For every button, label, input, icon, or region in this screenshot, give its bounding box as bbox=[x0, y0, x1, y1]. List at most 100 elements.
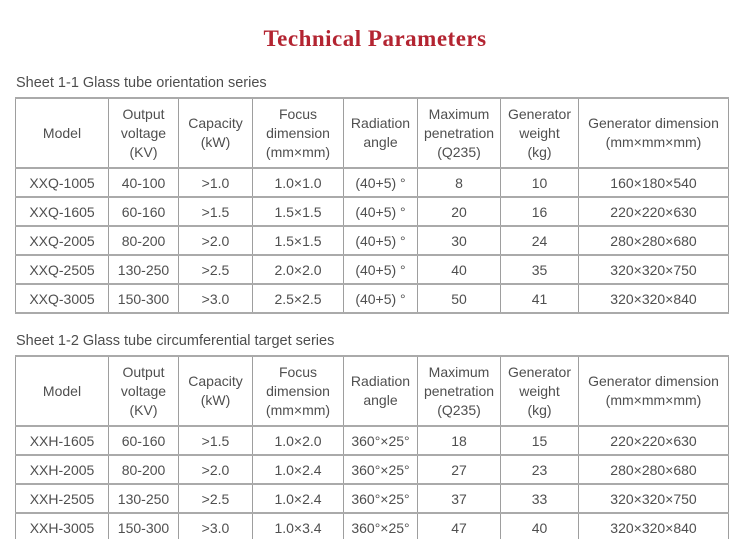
table-cell: 150-300 bbox=[108, 283, 179, 314]
table-cell: 80-200 bbox=[108, 225, 179, 256]
table-cell: 160×180×540 bbox=[578, 167, 729, 198]
table-cell: 1.0×3.4 bbox=[252, 512, 344, 539]
table-cell: 18 bbox=[417, 425, 501, 456]
table-cell: 2.5×2.5 bbox=[252, 283, 344, 314]
table-cell: >1.0 bbox=[178, 167, 253, 198]
column-header: Generator weight (kg) bbox=[500, 97, 579, 169]
table-cell: 220×220×630 bbox=[578, 425, 729, 456]
table-cell: 47 bbox=[417, 512, 501, 539]
column-header: Output voltage (KV) bbox=[108, 97, 179, 169]
table-cell: 320×320×750 bbox=[578, 483, 729, 514]
table-cell: (40+5) ° bbox=[343, 254, 418, 285]
table-cell: 40-100 bbox=[108, 167, 179, 198]
table-row: XXH-2505 130-250 >2.5 1.0×2.4 360°×25° 37 33 32… bbox=[15, 483, 729, 514]
table-cell: XXH-1605 bbox=[15, 425, 109, 456]
table-cell: 1.0×1.0 bbox=[252, 167, 344, 198]
table-row: XXQ-2505 130-250 >2.5 2.0×2.0 (40+5) ° 40 35 32… bbox=[15, 254, 729, 285]
table-cell: >2.0 bbox=[178, 225, 253, 256]
table-cell: 23 bbox=[500, 454, 579, 485]
column-header: Generator weight (kg) bbox=[500, 355, 579, 427]
column-header: Maximum penetration (Q235) bbox=[417, 97, 501, 169]
header-row: Model Output voltage (KV) Capacity (kW) Foc… bbox=[15, 97, 729, 169]
table-cell: 130-250 bbox=[108, 483, 179, 514]
table-cell: 8 bbox=[417, 167, 501, 198]
table-cell: 40 bbox=[417, 254, 501, 285]
table-cell: XXH-2505 bbox=[15, 483, 109, 514]
table-body: XXH-1605 60-160 >1.5 1.0×2.0 360°×25° 18 15 220… bbox=[15, 425, 729, 539]
table-cell: >2.0 bbox=[178, 454, 253, 485]
table-cell: XXQ-1605 bbox=[15, 196, 109, 227]
column-header: Capacity (kW) bbox=[178, 97, 253, 169]
column-header: Model bbox=[15, 97, 109, 169]
table-cell: 24 bbox=[500, 225, 579, 256]
table-cell: 150-300 bbox=[108, 512, 179, 539]
table-cell: 220×220×630 bbox=[578, 196, 729, 227]
column-header: Radiation angle bbox=[343, 355, 418, 427]
table-cell: XXQ-1005 bbox=[15, 167, 109, 198]
table-cell: XXH-3005 bbox=[15, 512, 109, 539]
table-cell: 360°×25° bbox=[343, 483, 418, 514]
table-cell: 30 bbox=[417, 225, 501, 256]
table-row: XXH-2005 80-200 >2.0 1.0×2.4 360°×25° 27 23 280… bbox=[15, 454, 729, 485]
table-cell: 80-200 bbox=[108, 454, 179, 485]
table-cell: 280×280×680 bbox=[578, 225, 729, 256]
table-cell: 15 bbox=[500, 425, 579, 456]
table-cell: >2.5 bbox=[178, 483, 253, 514]
table-row: XXQ-2005 80-200 >2.0 1.5×1.5 (40+5) ° 30 24 280… bbox=[15, 225, 729, 256]
table-cell: XXQ-3005 bbox=[15, 283, 109, 314]
table-cell: 37 bbox=[417, 483, 501, 514]
table-cell: 1.0×2.0 bbox=[252, 425, 344, 456]
column-header: Radiation angle bbox=[343, 97, 418, 169]
column-header: Generator dimension (mm×mm×mm) bbox=[578, 355, 729, 427]
table-cell: 60-160 bbox=[108, 425, 179, 456]
table-body: XXQ-1005 40-100 >1.0 1.0×1.0 (40+5) ° 8 10 160×… bbox=[15, 167, 729, 314]
table-cell: XXH-2005 bbox=[15, 454, 109, 485]
table-row: XXH-1605 60-160 >1.5 1.0×2.0 360°×25° 18 15 220… bbox=[15, 425, 729, 456]
table-cell: 360°×25° bbox=[343, 454, 418, 485]
table-cell: >3.0 bbox=[178, 283, 253, 314]
table-header: Model Output voltage (KV) Capacity (kW) Foc… bbox=[15, 97, 729, 169]
table-row: XXQ-1005 40-100 >1.0 1.0×1.0 (40+5) ° 8 10 160×… bbox=[15, 167, 729, 198]
table-cell: 10 bbox=[500, 167, 579, 198]
table-cell: 320×320×840 bbox=[578, 283, 729, 314]
column-header: Focus dimension (mm×mm) bbox=[252, 355, 344, 427]
table-cell: 1.5×1.5 bbox=[252, 225, 344, 256]
table-cell: XXQ-2005 bbox=[15, 225, 109, 256]
table-cell: >1.5 bbox=[178, 425, 253, 456]
header-row: Model Output voltage (KV) Capacity (kW) Foc… bbox=[15, 355, 729, 427]
table-cell: 1.0×2.4 bbox=[252, 483, 344, 514]
table-cell: 16 bbox=[500, 196, 579, 227]
table-cell: (40+5) ° bbox=[343, 225, 418, 256]
table-cell: >3.0 bbox=[178, 512, 253, 539]
table-cell: (40+5) ° bbox=[343, 167, 418, 198]
table-cell: 360°×25° bbox=[343, 425, 418, 456]
table-cell: 320×320×840 bbox=[578, 512, 729, 539]
circumferential-series-table: Model Output voltage (KV) Capacity (kW) Foc… bbox=[15, 355, 729, 539]
table-row: XXH-3005 150-300 >3.0 1.0×3.4 360°×25° 47 40 32… bbox=[15, 512, 729, 539]
table-cell: 33 bbox=[500, 483, 579, 514]
column-header: Capacity (kW) bbox=[178, 355, 253, 427]
table-cell: 1.5×1.5 bbox=[252, 196, 344, 227]
table-cell: 41 bbox=[500, 283, 579, 314]
column-header: Maximum penetration (Q235) bbox=[417, 355, 501, 427]
table-header: Model Output voltage (KV) Capacity (kW) Foc… bbox=[15, 355, 729, 427]
page-title: Technical Parameters bbox=[263, 26, 487, 51]
table-cell: 27 bbox=[417, 454, 501, 485]
table-row: XXQ-3005 150-300 >3.0 2.5×2.5 (40+5) ° 50 41 32… bbox=[15, 283, 729, 314]
table-cell: >1.5 bbox=[178, 196, 253, 227]
table-cell: XXQ-2505 bbox=[15, 254, 109, 285]
table-caption-sheet-1-2: Sheet 1-2 Glass tube circumferential tar… bbox=[16, 333, 335, 349]
table-row: XXQ-1605 60-160 >1.5 1.5×1.5 (40+5) ° 20 16 220… bbox=[15, 196, 729, 227]
column-header: Generator dimension (mm×mm×mm) bbox=[578, 97, 729, 169]
table-caption-sheet-1-1: Sheet 1-1 Glass tube orientation series bbox=[16, 75, 267, 91]
table-cell: 35 bbox=[500, 254, 579, 285]
column-header: Output voltage (KV) bbox=[108, 355, 179, 427]
column-header: Model bbox=[15, 355, 109, 427]
column-header: Focus dimension (mm×mm) bbox=[252, 97, 344, 169]
table-cell: >2.5 bbox=[178, 254, 253, 285]
table-cell: 40 bbox=[500, 512, 579, 539]
table-cell: (40+5) ° bbox=[343, 283, 418, 314]
table-cell: 2.0×2.0 bbox=[252, 254, 344, 285]
table-cell: 20 bbox=[417, 196, 501, 227]
